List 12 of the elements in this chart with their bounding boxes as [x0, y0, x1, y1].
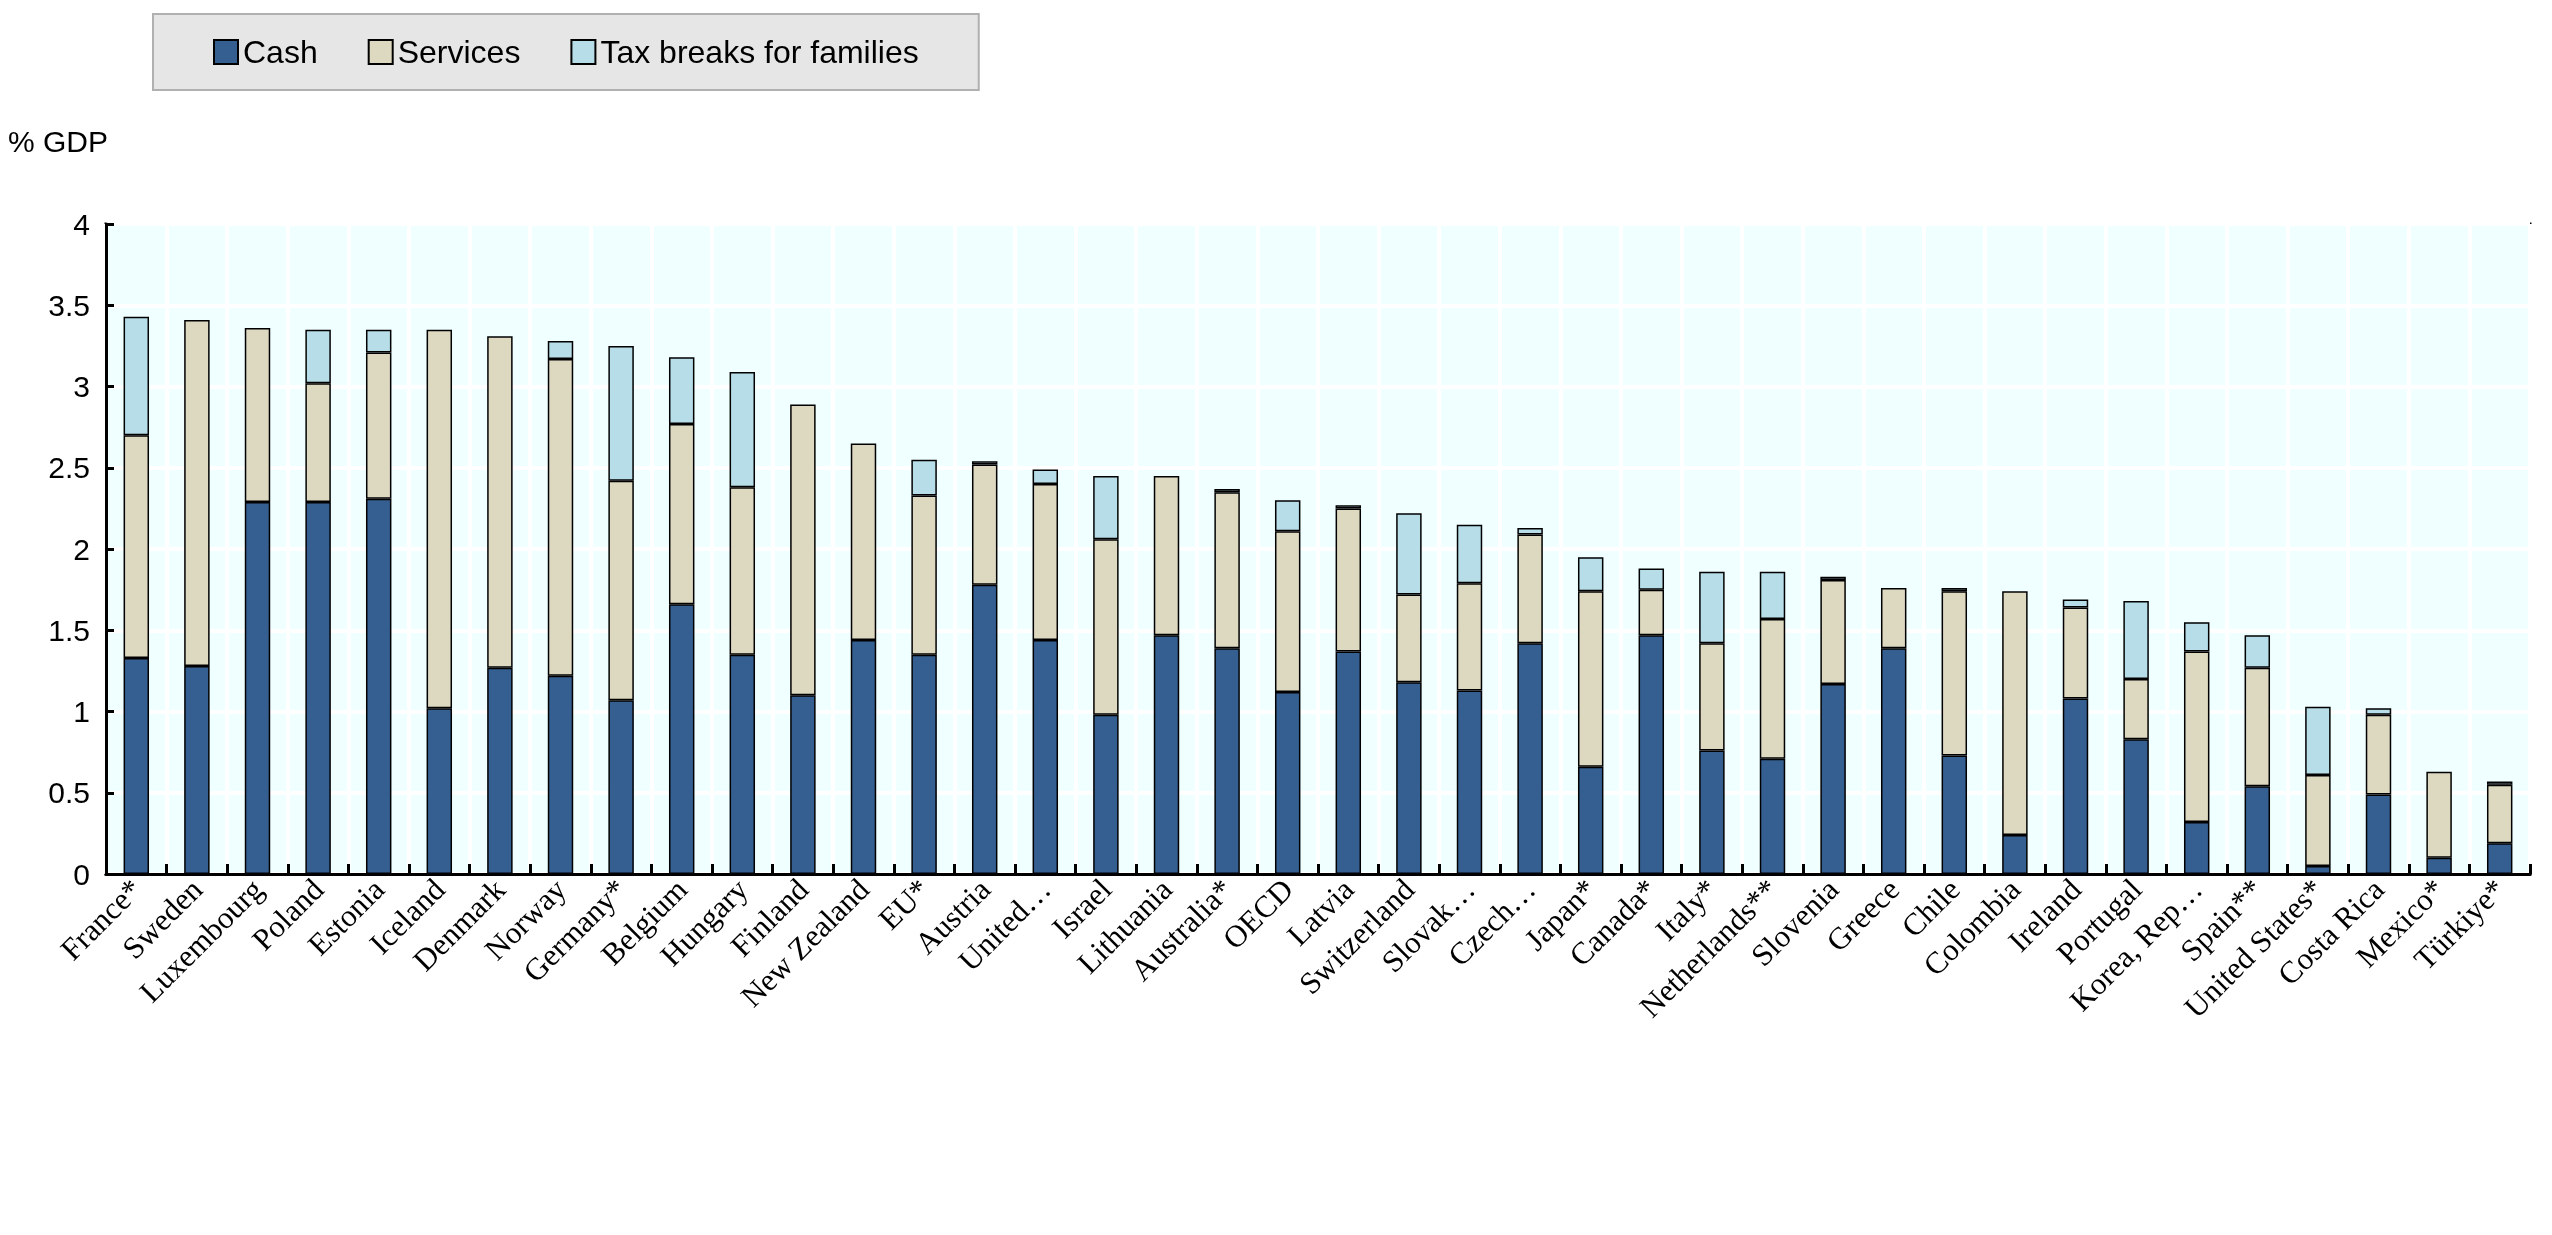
legend-label: Tax breaks for families [600, 34, 919, 70]
legend-label: Cash [243, 34, 318, 70]
y-axis-title: % GDP [8, 124, 109, 158]
y-tick-label: 2.5 [48, 451, 90, 485]
y-tick-label: 3 [73, 370, 90, 403]
y-tick-label: 1 [73, 695, 90, 728]
y-tick-label: 2 [73, 532, 90, 566]
y-tick-label: 0.5 [48, 776, 90, 810]
y-tick-label: 3.5 [48, 288, 90, 322]
y-tick-label: 1.5 [48, 613, 90, 647]
legend-label: Services [397, 34, 521, 70]
y-tick-label: 4 [73, 207, 90, 241]
